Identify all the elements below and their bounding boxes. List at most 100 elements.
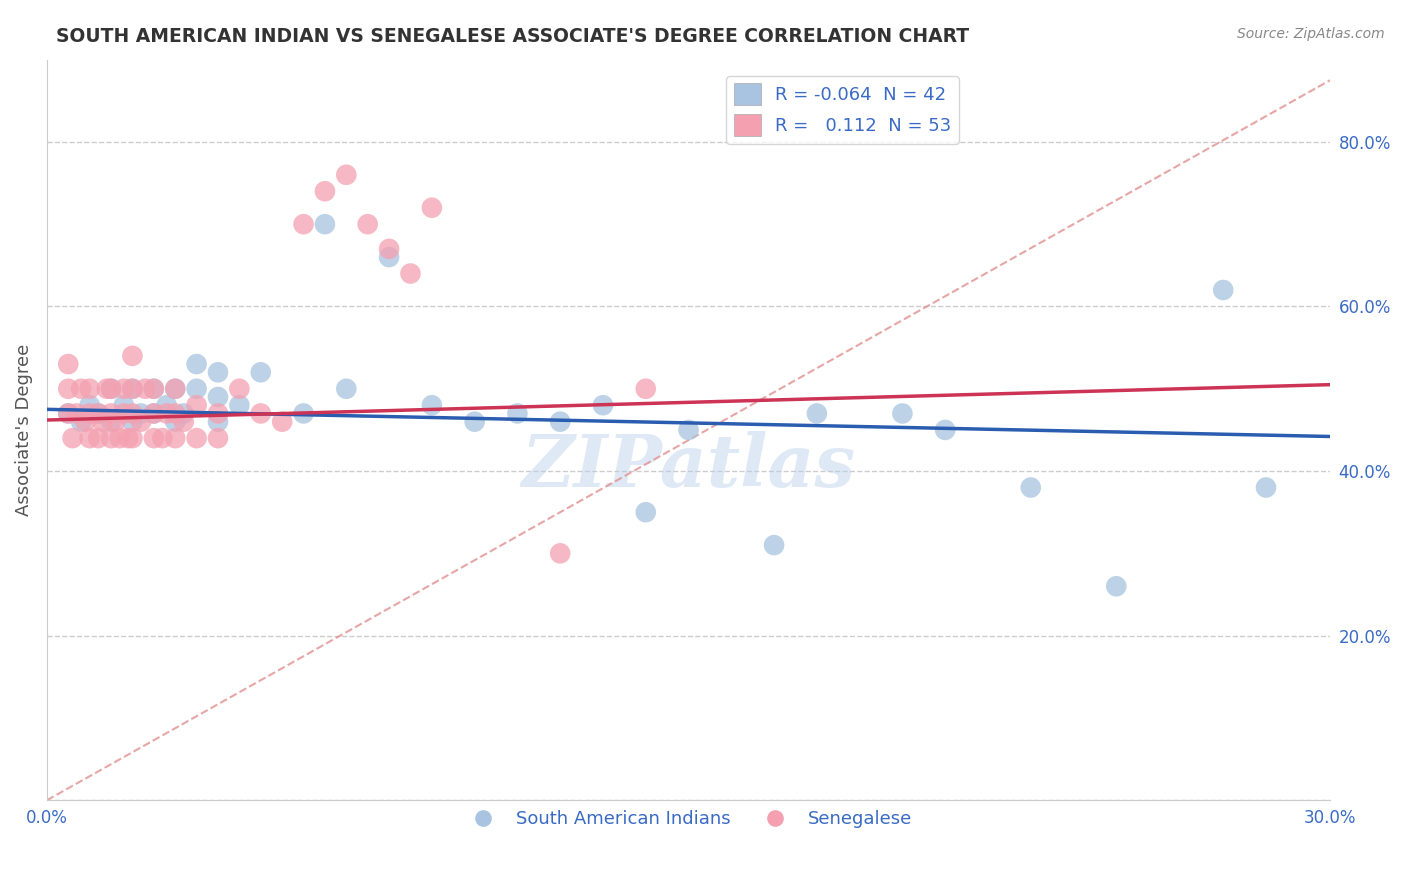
Point: [378, 250, 401, 264]
Point: [165, 382, 187, 396]
Point: [165, 415, 187, 429]
Point: [70, 415, 93, 429]
Point: [506, 407, 529, 421]
Point: [314, 184, 336, 198]
Point: [121, 431, 143, 445]
Point: [207, 407, 229, 421]
Point: [292, 217, 315, 231]
Point: [1254, 481, 1277, 495]
Point: [678, 423, 700, 437]
Point: [100, 431, 122, 445]
Point: [104, 415, 127, 429]
Point: [634, 505, 657, 519]
Point: [292, 407, 315, 421]
Point: [121, 407, 143, 421]
Point: [79, 431, 101, 445]
Point: [150, 431, 173, 445]
Point: [58, 357, 80, 371]
Point: [87, 431, 110, 445]
Text: SOUTH AMERICAN INDIAN VS SENEGALESE ASSOCIATE'S DEGREE CORRELATION CHART: SOUTH AMERICAN INDIAN VS SENEGALESE ASSO…: [56, 27, 969, 45]
Point: [121, 382, 143, 396]
Point: [112, 398, 135, 412]
Point: [592, 398, 614, 412]
Point: [96, 382, 118, 396]
Point: [271, 415, 294, 429]
Point: [79, 407, 101, 421]
Point: [129, 415, 152, 429]
Point: [420, 201, 443, 215]
Point: [142, 382, 165, 396]
Point: [548, 415, 571, 429]
Text: ZIPatlas: ZIPatlas: [522, 432, 856, 502]
Point: [112, 382, 135, 396]
Point: [58, 382, 80, 396]
Point: [121, 415, 143, 429]
Point: [121, 382, 143, 396]
Point: [934, 423, 956, 437]
Point: [79, 382, 101, 396]
Point: [186, 431, 208, 445]
Point: [806, 407, 828, 421]
Point: [121, 349, 143, 363]
Point: [1019, 481, 1042, 495]
Point: [314, 217, 336, 231]
Point: [249, 365, 271, 379]
Point: [142, 431, 165, 445]
Point: [335, 382, 357, 396]
Point: [70, 382, 93, 396]
Point: [1105, 579, 1128, 593]
Point: [548, 546, 571, 560]
Point: [62, 431, 84, 445]
Text: Source: ZipAtlas.com: Source: ZipAtlas.com: [1237, 27, 1385, 41]
Point: [634, 382, 657, 396]
Point: [891, 407, 914, 421]
Point: [420, 398, 443, 412]
Point: [1212, 283, 1234, 297]
Point: [66, 407, 89, 421]
Point: [378, 242, 401, 256]
Point: [112, 407, 135, 421]
Point: [87, 407, 110, 421]
Point: [165, 407, 187, 421]
Point: [100, 407, 122, 421]
Point: [207, 415, 229, 429]
Point: [117, 431, 139, 445]
Point: [156, 398, 179, 412]
Point: [58, 407, 80, 421]
Point: [91, 415, 114, 429]
Point: [464, 415, 486, 429]
Point: [207, 365, 229, 379]
Point: [75, 415, 97, 429]
Point: [108, 431, 131, 445]
Point: [207, 390, 229, 404]
Point: [165, 382, 187, 396]
Point: [335, 168, 357, 182]
Point: [134, 382, 156, 396]
Point: [87, 407, 110, 421]
Point: [58, 407, 80, 421]
Point: [79, 398, 101, 412]
Point: [228, 398, 250, 412]
Point: [129, 407, 152, 421]
Point: [165, 431, 187, 445]
Point: [186, 398, 208, 412]
Point: [100, 382, 122, 396]
Legend: South American Indians, Senegalese: South American Indians, Senegalese: [458, 803, 920, 836]
Point: [100, 382, 122, 396]
Point: [357, 217, 380, 231]
Point: [763, 538, 786, 552]
Point: [100, 415, 122, 429]
Point: [228, 382, 250, 396]
Point: [142, 407, 165, 421]
Point: [142, 382, 165, 396]
Point: [142, 407, 165, 421]
Point: [207, 431, 229, 445]
Point: [156, 407, 179, 421]
Point: [173, 407, 195, 421]
Point: [186, 357, 208, 371]
Point: [249, 407, 271, 421]
Point: [399, 267, 422, 281]
Point: [173, 415, 195, 429]
Y-axis label: Associate's Degree: Associate's Degree: [15, 343, 32, 516]
Point: [186, 382, 208, 396]
